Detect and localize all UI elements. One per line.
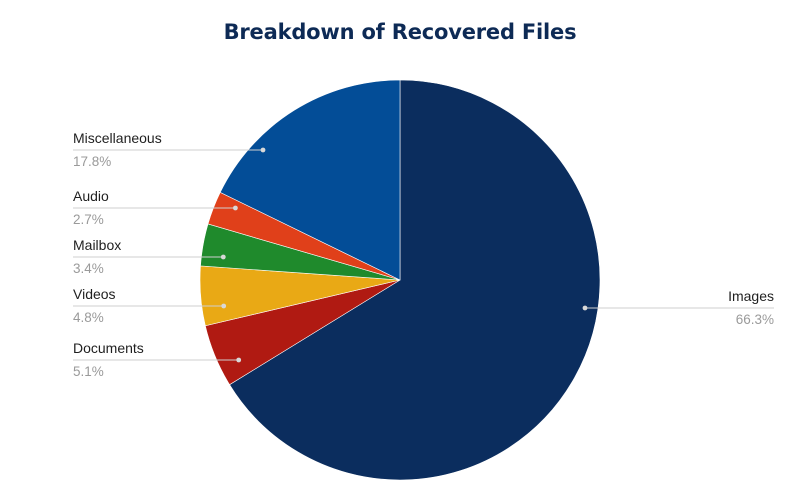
leader-dot-documents [236,357,242,363]
slice-label-miscellaneous: Miscellaneous [73,130,162,146]
leader-dot-videos [221,303,227,309]
leader-dot-audio [233,205,238,211]
slice-value-videos: 4.8% [73,310,104,325]
leader-dot-miscellaneous [260,147,266,153]
leader-dot-images [582,305,588,311]
pie-slice-images [229,79,601,481]
slice-value-audio: 2.7% [73,212,104,227]
pie-labels: Images 66.3% Documents 5.1% Videos 4.8% Mailbo… [73,130,774,379]
slice-label-audio: Audio [73,188,109,204]
pie-slices [199,79,601,481]
slice-value-images: 66.3% [736,312,774,327]
slice-value-mailbox: 3.4% [73,261,104,276]
slice-value-miscellaneous: 17.8% [73,154,111,169]
leader-dot-mailbox [220,254,226,260]
pie-slice-miscellaneous [219,79,401,281]
chart-title: Breakdown of Recovered Files [223,20,577,44]
slice-value-documents: 5.1% [73,364,104,379]
slice-label-mailbox: Mailbox [73,237,121,253]
slice-label-videos: Videos [73,286,116,302]
slice-label-images: Images [728,288,774,304]
slice-label-documents: Documents [73,340,144,356]
